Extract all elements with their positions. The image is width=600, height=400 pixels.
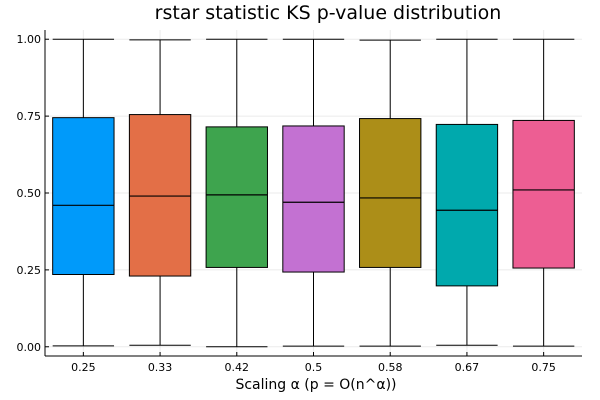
y-tick-label: 0.00 <box>17 341 42 354</box>
y-tick-label: 0.25 <box>17 264 42 277</box>
iqr-box <box>359 118 422 268</box>
x-tick-label: 0.33 <box>148 361 173 374</box>
y-tick-label: 0.75 <box>17 110 42 123</box>
box-group <box>128 39 192 346</box>
box-group <box>512 38 575 347</box>
x-tick-label: 0.25 <box>71 361 96 374</box>
iqr-box <box>435 123 499 287</box>
y-tick-label: 1.00 <box>17 33 42 46</box>
box-group <box>282 38 345 347</box>
x-tick-label: 0.67 <box>455 361 480 374</box>
x-tick-label: 0.75 <box>531 361 556 374</box>
boxes <box>52 38 575 348</box>
box-group <box>205 38 268 348</box>
x-axis-label: Scaling α (p = O(n^α)) <box>235 377 396 393</box>
y-tick-labels: 0.00 0.25 0.50 0.75 1.00 <box>17 33 42 354</box>
iqr-box <box>282 125 345 273</box>
axes <box>44 30 582 357</box>
y-tick-label: 0.50 <box>17 187 42 200</box>
x-tick-label: 0.42 <box>225 361 250 374</box>
box-group <box>52 38 115 347</box>
iqr-box <box>52 117 115 275</box>
box-group <box>435 38 499 346</box>
x-tick-label: 0.5 <box>305 361 323 374</box>
iqr-box <box>128 114 192 277</box>
box-group <box>359 39 422 347</box>
iqr-box <box>512 119 575 269</box>
iqr-box <box>205 126 268 268</box>
chart-title: rstar statistic KS p-value distribution <box>155 2 502 24</box>
x-tick-label: 0.58 <box>378 361 403 374</box>
x-tick-labels: 0.25 0.33 0.42 0.5 0.58 0.67 0.75 <box>71 361 556 374</box>
